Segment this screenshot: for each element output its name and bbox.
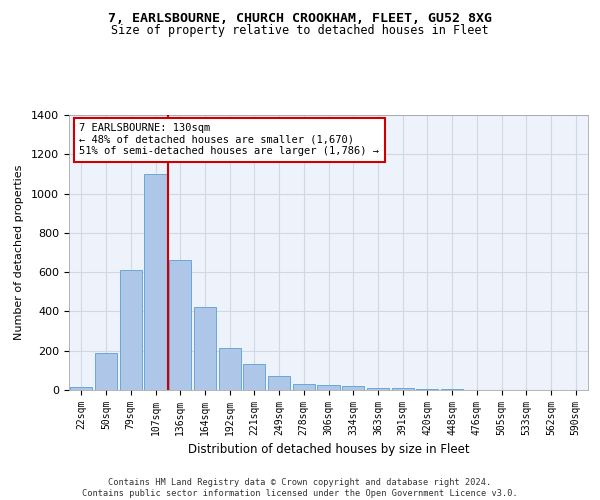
Text: 7 EARLSBOURNE: 130sqm
← 48% of detached houses are smaller (1,670)
51% of semi-d: 7 EARLSBOURNE: 130sqm ← 48% of detached … [79,123,379,156]
X-axis label: Distribution of detached houses by size in Fleet: Distribution of detached houses by size … [188,444,469,456]
Bar [70,387,92,390]
Text: Size of property relative to detached houses in Fleet: Size of property relative to detached ho… [111,24,489,37]
Bar [145,174,167,390]
Bar [218,348,241,390]
Bar [342,386,364,390]
Bar [293,384,315,390]
Text: 7, EARLSBOURNE, CHURCH CROOKHAM, FLEET, GU52 8XG: 7, EARLSBOURNE, CHURCH CROOKHAM, FLEET, … [108,12,492,26]
Bar [119,270,142,390]
Bar [317,385,340,390]
Bar [194,306,216,390]
Bar [392,388,414,390]
Bar [416,389,439,390]
Bar [95,352,117,390]
Text: Contains HM Land Registry data © Crown copyright and database right 2024.
Contai: Contains HM Land Registry data © Crown c… [82,478,518,498]
Bar [169,260,191,390]
Bar [367,388,389,390]
Y-axis label: Number of detached properties: Number of detached properties [14,165,24,340]
Bar [243,364,265,390]
Bar [268,376,290,390]
